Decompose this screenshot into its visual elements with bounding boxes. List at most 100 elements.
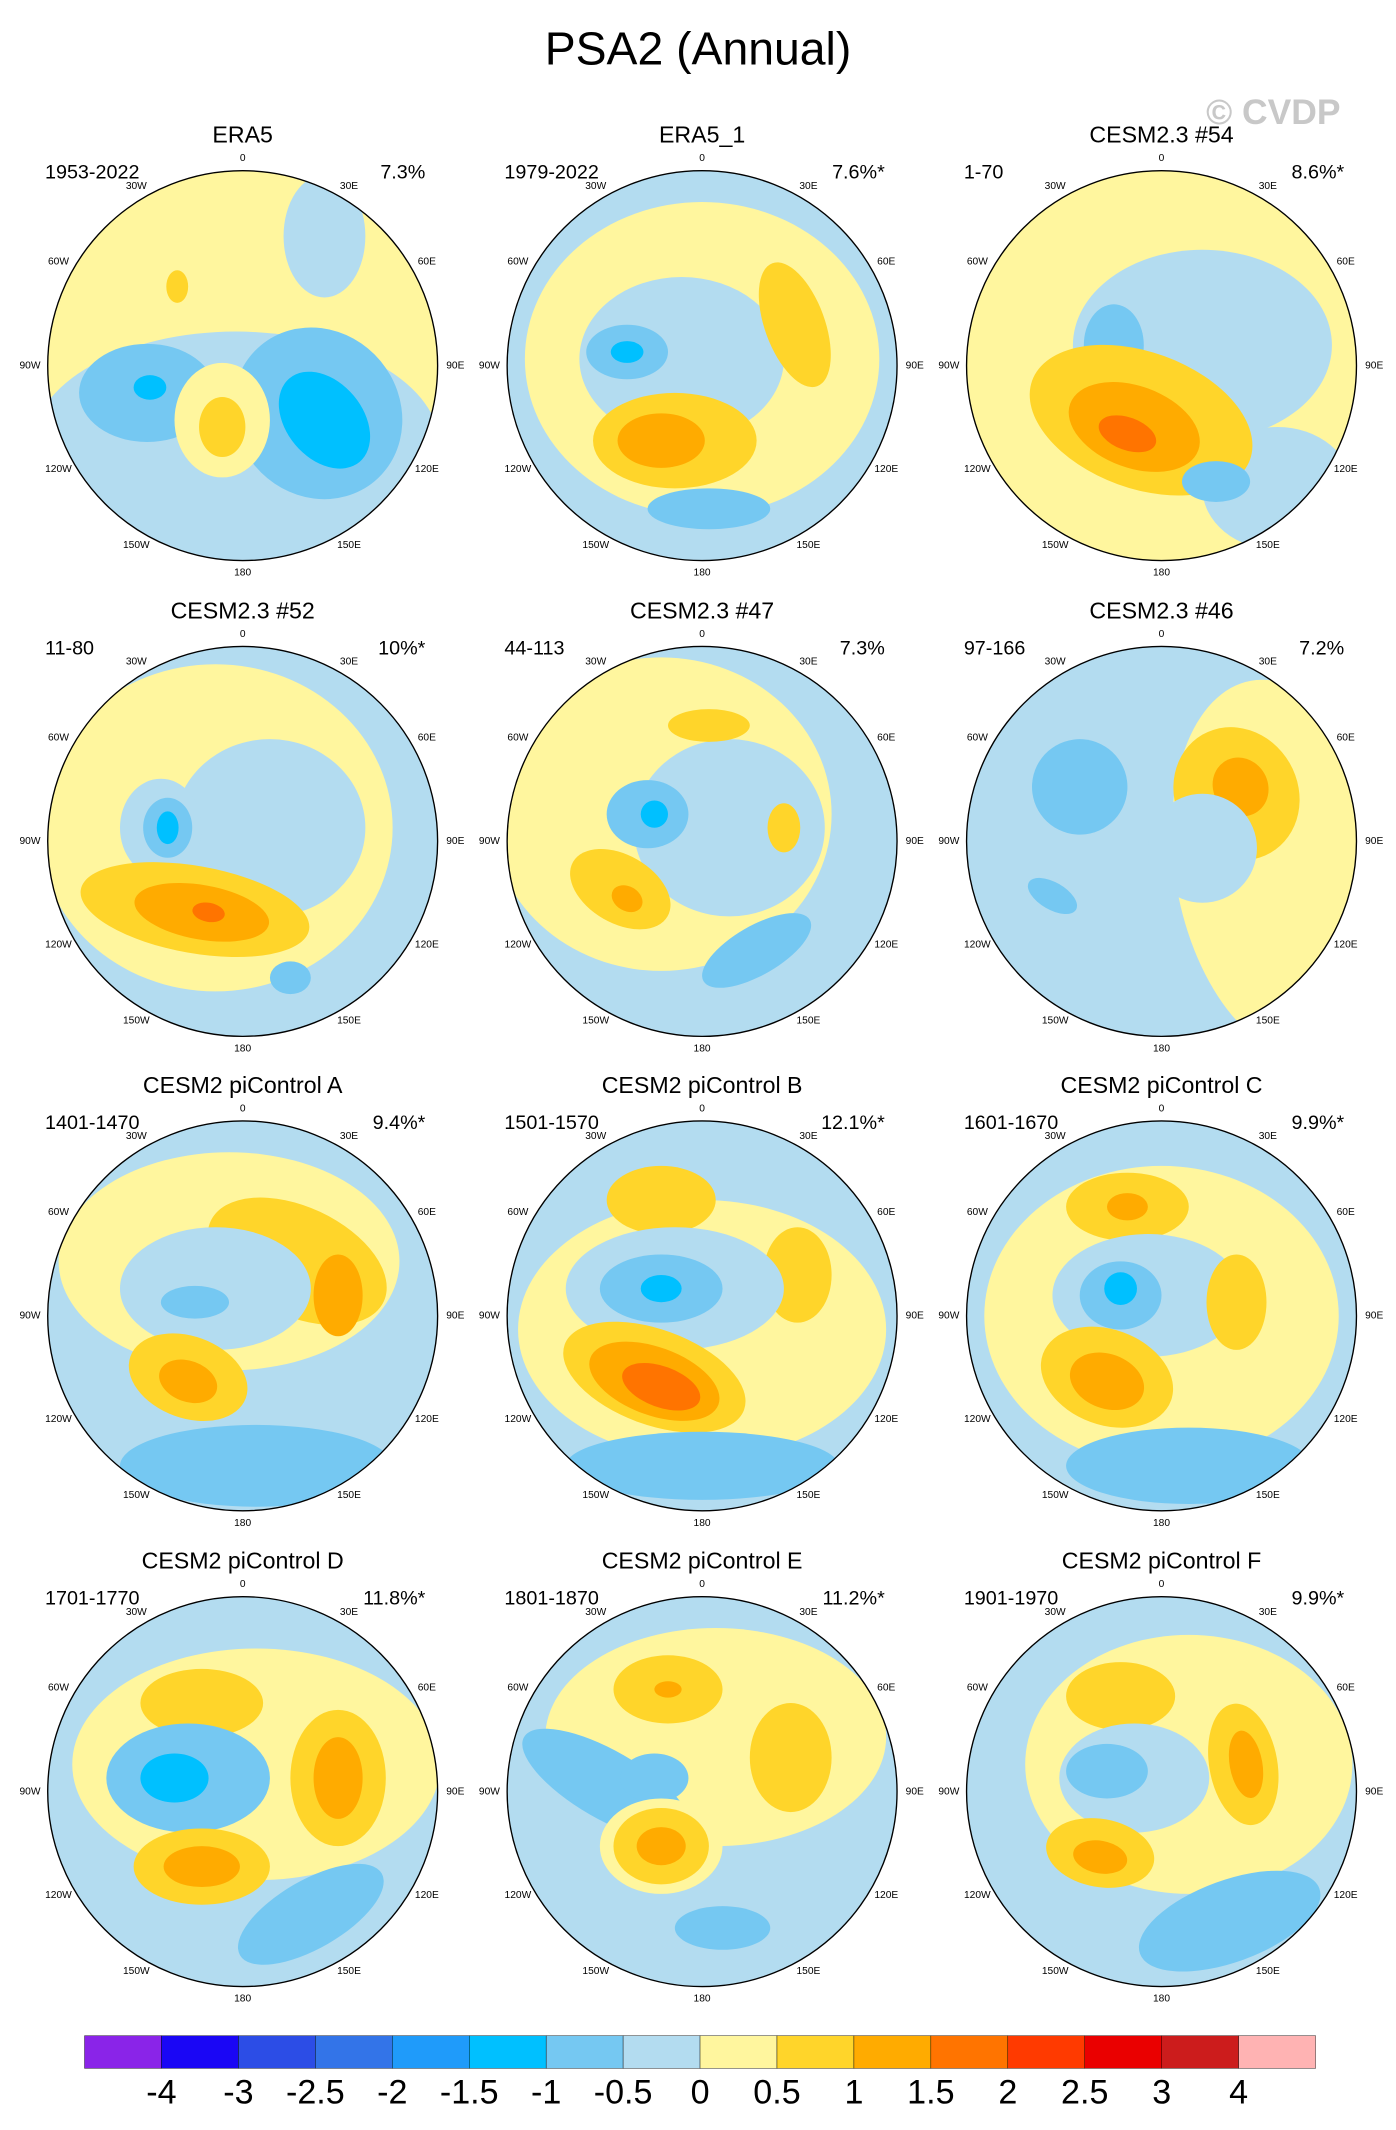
colorbar-box (699, 2035, 778, 2069)
longitude-label: 180 (694, 1518, 711, 1529)
longitude-label: 90E (446, 360, 464, 371)
panel-variance: 11.2%* (823, 1588, 886, 1610)
contour-region (313, 1254, 363, 1337)
panel-variance: 12.1%* (821, 1112, 885, 1134)
longitude-label: 150E (796, 540, 820, 551)
longitude-label: 30W (1045, 657, 1066, 668)
contour-region (565, 1431, 839, 1500)
colorbar-label: -2.5 (286, 2073, 345, 2111)
longitude-label: 120W (45, 1890, 72, 1901)
longitude-label: 60W (48, 1683, 69, 1694)
longitude-label: 60W (507, 1683, 528, 1694)
longitude-label: 30E (1259, 1607, 1277, 1618)
longitude-label: 90E (1365, 1311, 1383, 1322)
longitude-label: 60E (418, 1683, 436, 1694)
watermark: © CVDP (1206, 92, 1340, 132)
longitude-label: 90W (479, 836, 500, 847)
panel-period: 1801-1870 (504, 1588, 598, 1610)
panel-variance: 9.9%* (1291, 1588, 1344, 1610)
colorbar-box (1161, 2035, 1239, 2069)
longitude-label: 0 (1159, 1103, 1165, 1114)
colorbar-label: 2 (998, 2073, 1017, 2111)
map-border (965, 1595, 1358, 1988)
panel-title: CESM2 piControl D (142, 1548, 344, 1574)
longitude-label: 150W (1042, 540, 1069, 551)
longitude-label: 150W (1042, 1966, 1069, 1977)
longitude-label: 120E (1334, 464, 1358, 475)
contour-region (606, 1165, 716, 1235)
longitude-label: 30W (126, 1131, 147, 1142)
panel-period: 1601-1670 (964, 1112, 1058, 1134)
contour-region (1066, 1427, 1312, 1504)
longitude-label: 120E (874, 464, 898, 475)
panel-period: 1979-2022 (504, 162, 598, 184)
longitude-label: 150W (123, 1966, 150, 1977)
longitude-label: 150E (337, 540, 361, 551)
contour-region (1104, 1272, 1137, 1305)
longitude-label: 60E (877, 1207, 895, 1218)
colorbar-box (161, 2035, 239, 2069)
longitude-label: 120E (415, 1414, 439, 1425)
longitude-label: 90E (446, 836, 464, 847)
map-border (47, 645, 439, 1038)
longitude-label: 150W (582, 1966, 609, 1977)
longitude-label: 30W (1045, 1607, 1066, 1618)
longitude-label: 60E (418, 1207, 436, 1218)
panel-title: CESM2.3 #47 (630, 598, 774, 624)
longitude-label: 60E (1337, 1207, 1355, 1218)
longitude-label: 90E (906, 1311, 924, 1322)
contour-region (617, 413, 705, 468)
longitude-label: 30W (126, 657, 147, 668)
map-field (47, 1120, 438, 1511)
longitude-label: 30E (799, 657, 817, 668)
longitude-label: 90W (938, 360, 959, 371)
longitude-label: 30W (585, 181, 606, 192)
panel-title: CESM2.3 #54 (1089, 122, 1233, 148)
contour-region (1098, 415, 1157, 453)
longitude-label: 60E (1337, 257, 1355, 268)
longitude-label: 150E (1256, 1966, 1280, 1977)
colorbar-box (776, 2035, 855, 2069)
longitude-label: 180 (234, 1518, 251, 1529)
longitude-label: 30E (340, 181, 358, 192)
contour-region (640, 800, 669, 828)
colorbar-label: 0.5 (753, 2073, 800, 2111)
contour-region (283, 174, 366, 298)
longitude-label: 90W (479, 1311, 500, 1322)
panel-variance: 8.6%* (1291, 162, 1344, 184)
longitude-label: 60E (1337, 1683, 1355, 1694)
longitude-label: 90E (1365, 1786, 1383, 1797)
longitude-label: 150E (337, 1966, 361, 1977)
longitude-label: 150W (582, 1490, 609, 1501)
longitude-label: 120E (874, 1414, 898, 1425)
longitude-label: 30E (1259, 657, 1277, 668)
longitude-label: 150W (582, 1016, 609, 1027)
longitude-label: 30E (799, 1131, 817, 1142)
longitude-label: 0 (1159, 1579, 1165, 1590)
map-border (47, 1120, 439, 1512)
longitude-label: 30W (1045, 181, 1066, 192)
colorbar-label: 4 (1229, 2073, 1248, 2111)
colorbar-label: -3 (223, 2073, 253, 2111)
contour-region (119, 1424, 393, 1507)
map-field (47, 170, 438, 561)
contour-region (313, 1737, 363, 1819)
colorbar-box (622, 2035, 701, 2069)
colorbar-box (545, 2035, 624, 2069)
longitude-label: 180 (1153, 1518, 1170, 1529)
longitude-label: 30E (340, 1607, 358, 1618)
colorbar-label: 1.5 (907, 2073, 954, 2111)
longitude-label: 150E (1256, 1490, 1280, 1501)
longitude-label: 0 (1159, 153, 1165, 164)
longitude-label: 0 (1159, 629, 1165, 640)
longitude-label: 120W (505, 1890, 532, 1901)
panel-variance: 7.3% (380, 162, 425, 184)
longitude-label: 150E (796, 1966, 820, 1977)
panel-variance: 7.3% (840, 637, 885, 659)
contour-region (1027, 877, 1078, 914)
contour-region (278, 371, 371, 469)
panel-period: 1701-1770 (45, 1588, 139, 1610)
panel-period: 44-113 (504, 637, 564, 659)
colorbar-label: -4 (146, 2073, 176, 2111)
